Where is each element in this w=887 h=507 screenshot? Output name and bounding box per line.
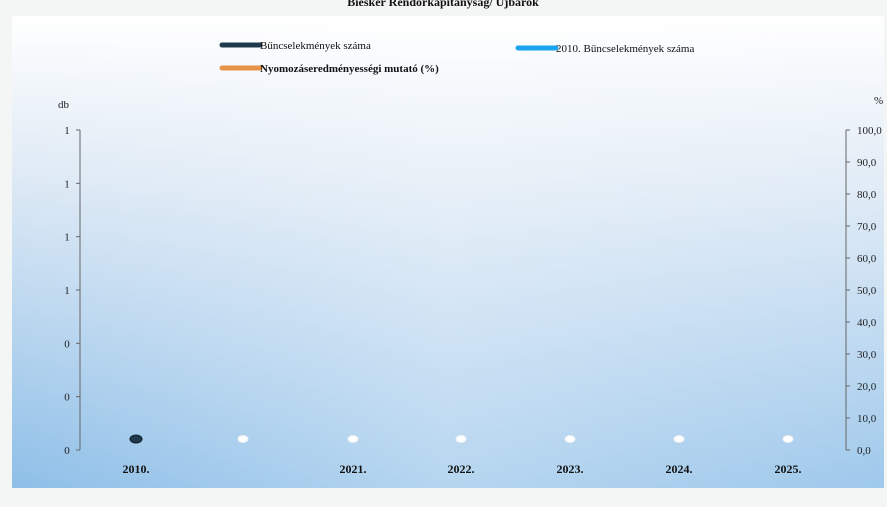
- left-axis-label: db: [58, 99, 70, 111]
- chart-background-sheen: [12, 16, 884, 488]
- x-axis-tick-label: 2024.: [666, 462, 693, 476]
- right-axis-tick-label: 20,0: [857, 381, 877, 393]
- legend-label-1: Bűncselekmények száma: [260, 40, 371, 52]
- data-point-3: [782, 435, 794, 443]
- right-axis-tick-label: 40,0: [857, 317, 877, 329]
- right-axis-tick-label: 100,0: [857, 125, 882, 137]
- right-axis-label: %: [874, 95, 883, 107]
- right-axis-tick-label: 70,0: [857, 221, 877, 233]
- right-axis-tick-label: 80,0: [857, 189, 877, 201]
- right-axis-tick-label: 30,0: [857, 349, 877, 361]
- right-axis-tick-label: 10,0: [857, 413, 877, 425]
- right-axis-tick-label: 60,0: [857, 253, 877, 265]
- right-axis-tick-label: 0,0: [857, 445, 871, 457]
- data-point-3: [237, 435, 249, 443]
- x-axis-tick-label: 2022.: [448, 462, 475, 476]
- left-axis-tick-label: 0: [64, 392, 70, 404]
- left-axis-tick-label: 1: [64, 178, 70, 190]
- data-point-3: [564, 435, 576, 443]
- data-point-1: [129, 434, 143, 444]
- x-axis-tick-label: 2010.: [123, 462, 150, 476]
- data-point-3: [673, 435, 685, 443]
- left-axis-tick-label: 0: [64, 338, 70, 350]
- left-axis-tick-label: 1: [64, 232, 70, 244]
- x-axis-tick-label: 2021.: [340, 462, 367, 476]
- data-point-3: [455, 435, 467, 443]
- right-axis-tick-label: 50,0: [857, 285, 877, 297]
- legend-label-2: 2010. Bűncselekmények száma: [556, 43, 694, 55]
- chart-title: Biesker Rendőrkapitányság/ Újbarok: [347, 0, 539, 9]
- left-axis-tick-label: 1: [64, 285, 70, 297]
- data-point-3: [347, 435, 359, 443]
- right-axis-tick-label: 90,0: [857, 157, 877, 169]
- left-axis-tick-label: 1: [64, 125, 70, 137]
- x-axis-tick-label: 2025.: [775, 462, 802, 476]
- left-axis-tick-label: 0: [64, 445, 70, 457]
- plot-layer: 0 0 0 1 1 1 1 db 0,0 10,0 20,0 30,0 40,0 50,0 60,0 70,0…: [58, 40, 883, 476]
- x-axis-tick-label: 2023.: [557, 462, 584, 476]
- legend-label-3: Nyomozáseredményességi mutató (%): [260, 63, 439, 75]
